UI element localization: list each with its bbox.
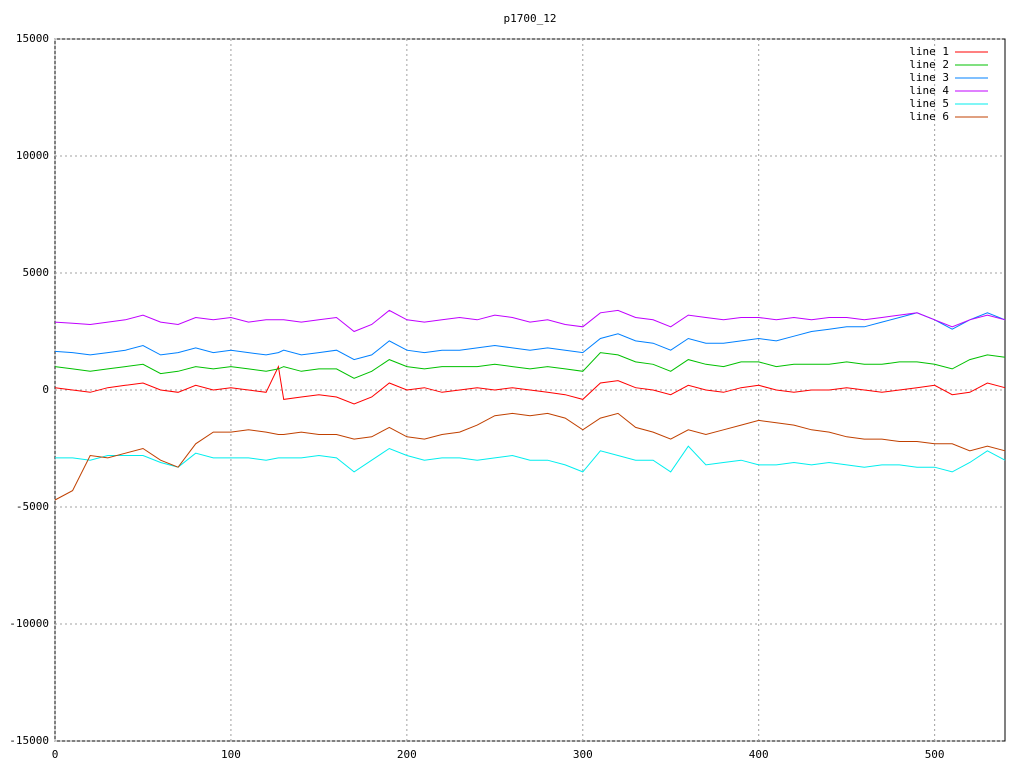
data-line — [54, 412, 1006, 501]
y-tick-label: -15000 — [9, 734, 49, 747]
legend-label: line 2 — [909, 58, 949, 71]
chart-title: p1700_12 — [504, 12, 557, 25]
x-tick-label: 0 — [52, 748, 59, 761]
y-tick-label: 15000 — [16, 32, 49, 45]
legend-label: line 1 — [909, 45, 949, 58]
y-tick-label: 0 — [42, 383, 49, 396]
y-tick-label: -5000 — [16, 500, 49, 513]
x-tick-label: 300 — [573, 748, 593, 761]
data-line — [54, 352, 1006, 379]
x-tick-label: 100 — [221, 748, 241, 761]
x-tick-label: 200 — [397, 748, 417, 761]
x-tick-label: 400 — [749, 748, 769, 761]
data-line — [54, 364, 1006, 405]
legend-label: line 3 — [909, 71, 949, 84]
y-tick-label: 5000 — [23, 266, 50, 279]
y-tick-label: -10000 — [9, 617, 49, 630]
legend-label: line 4 — [909, 84, 949, 97]
legend-label: line 5 — [909, 97, 949, 110]
data-line — [54, 312, 1006, 361]
data-line — [55, 445, 1006, 473]
y-tick-label: 10000 — [16, 149, 49, 162]
data-line — [54, 309, 1006, 333]
x-tick-label: 500 — [925, 748, 945, 761]
legend-label: line 6 — [909, 110, 949, 123]
